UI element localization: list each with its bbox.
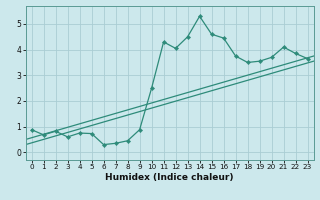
X-axis label: Humidex (Indice chaleur): Humidex (Indice chaleur)	[105, 173, 234, 182]
